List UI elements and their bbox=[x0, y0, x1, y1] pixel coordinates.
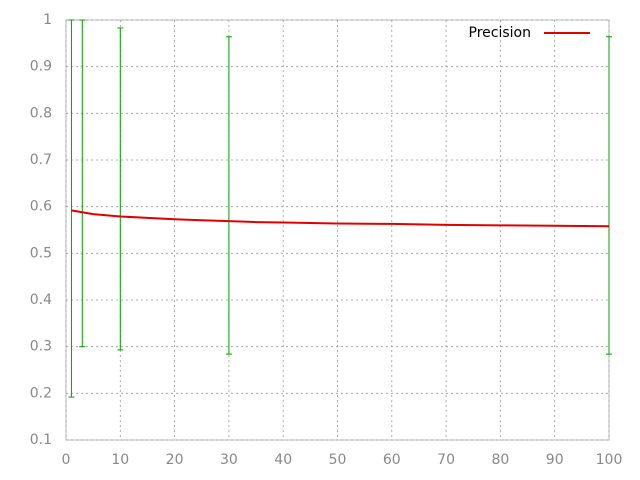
line bbox=[71, 209, 610, 228]
x-tick-label: 70 bbox=[437, 452, 455, 468]
x-tick-label: 50 bbox=[329, 452, 347, 468]
x-tick-label: 80 bbox=[491, 452, 509, 468]
y-tick-label: 0.6 bbox=[30, 199, 52, 215]
x-tick-label: 30 bbox=[220, 452, 238, 468]
y-tick-label: 0.7 bbox=[30, 152, 52, 168]
y-tick-label: 0.3 bbox=[30, 339, 52, 355]
error-bar bbox=[79, 19, 86, 348]
x-tick-label: 90 bbox=[546, 452, 564, 468]
y-tick-label: 0.9 bbox=[30, 59, 52, 75]
y-tick-label: 0.2 bbox=[30, 385, 52, 401]
x-tick-label: 0 bbox=[62, 452, 71, 468]
x-tick-label: 40 bbox=[274, 452, 292, 468]
y-tick-label: 1 bbox=[43, 12, 52, 28]
y-tick-label: 0.1 bbox=[30, 432, 52, 448]
error-bar bbox=[225, 36, 232, 355]
y-tick-label: 0.5 bbox=[30, 245, 52, 261]
error-bar bbox=[117, 27, 124, 351]
error-bar bbox=[606, 36, 612, 355]
y-tick-label: 0.8 bbox=[30, 105, 52, 121]
x-tick-label: 100 bbox=[596, 452, 623, 468]
x-tick-label: 10 bbox=[111, 452, 129, 468]
legend-label: Precision bbox=[469, 25, 531, 41]
error-bar bbox=[68, 19, 75, 398]
x-tick-label: 60 bbox=[383, 452, 401, 468]
y-tick-label: 0.4 bbox=[30, 292, 52, 308]
x-tick-label: 20 bbox=[166, 452, 184, 468]
